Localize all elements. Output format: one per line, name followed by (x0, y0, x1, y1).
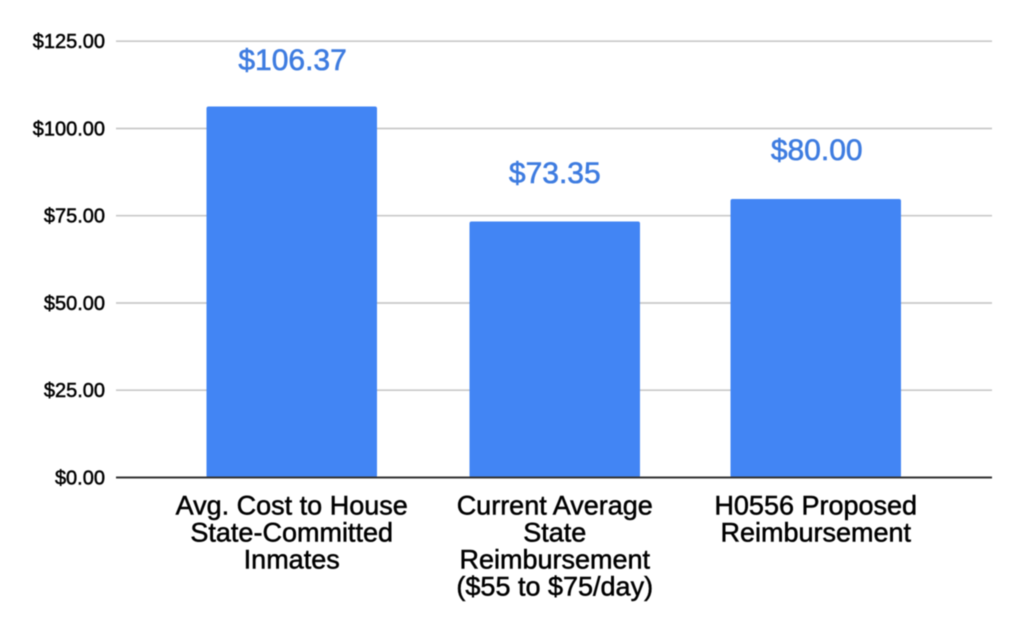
svg-text:$125.00: $125.00 (33, 31, 105, 53)
svg-text:H0556 Proposed: H0556 Proposed (714, 491, 917, 521)
svg-text:$73.35: $73.35 (509, 157, 601, 190)
svg-text:$106.37: $106.37 (238, 44, 346, 77)
svg-text:State: State (523, 518, 586, 548)
svg-text:Current Average: Current Average (457, 491, 653, 521)
svg-text:$100.00: $100.00 (33, 118, 105, 140)
svg-text:State-Committed: State-Committed (190, 518, 393, 548)
svg-text:$80.00: $80.00 (771, 134, 863, 167)
svg-text:$25.00: $25.00 (44, 380, 105, 402)
svg-text:Avg. Cost to House: Avg. Cost to House (176, 491, 408, 521)
svg-text:Reimbursement: Reimbursement (720, 518, 911, 548)
svg-text:$0.00: $0.00 (55, 467, 105, 489)
svg-text:($55 to $75/day): ($55 to $75/day) (456, 572, 653, 602)
svg-text:Reimbursement: Reimbursement (459, 545, 650, 575)
svg-text:Inmates: Inmates (244, 545, 340, 575)
svg-text:$50.00: $50.00 (44, 293, 105, 315)
svg-text:$75.00: $75.00 (44, 206, 105, 228)
